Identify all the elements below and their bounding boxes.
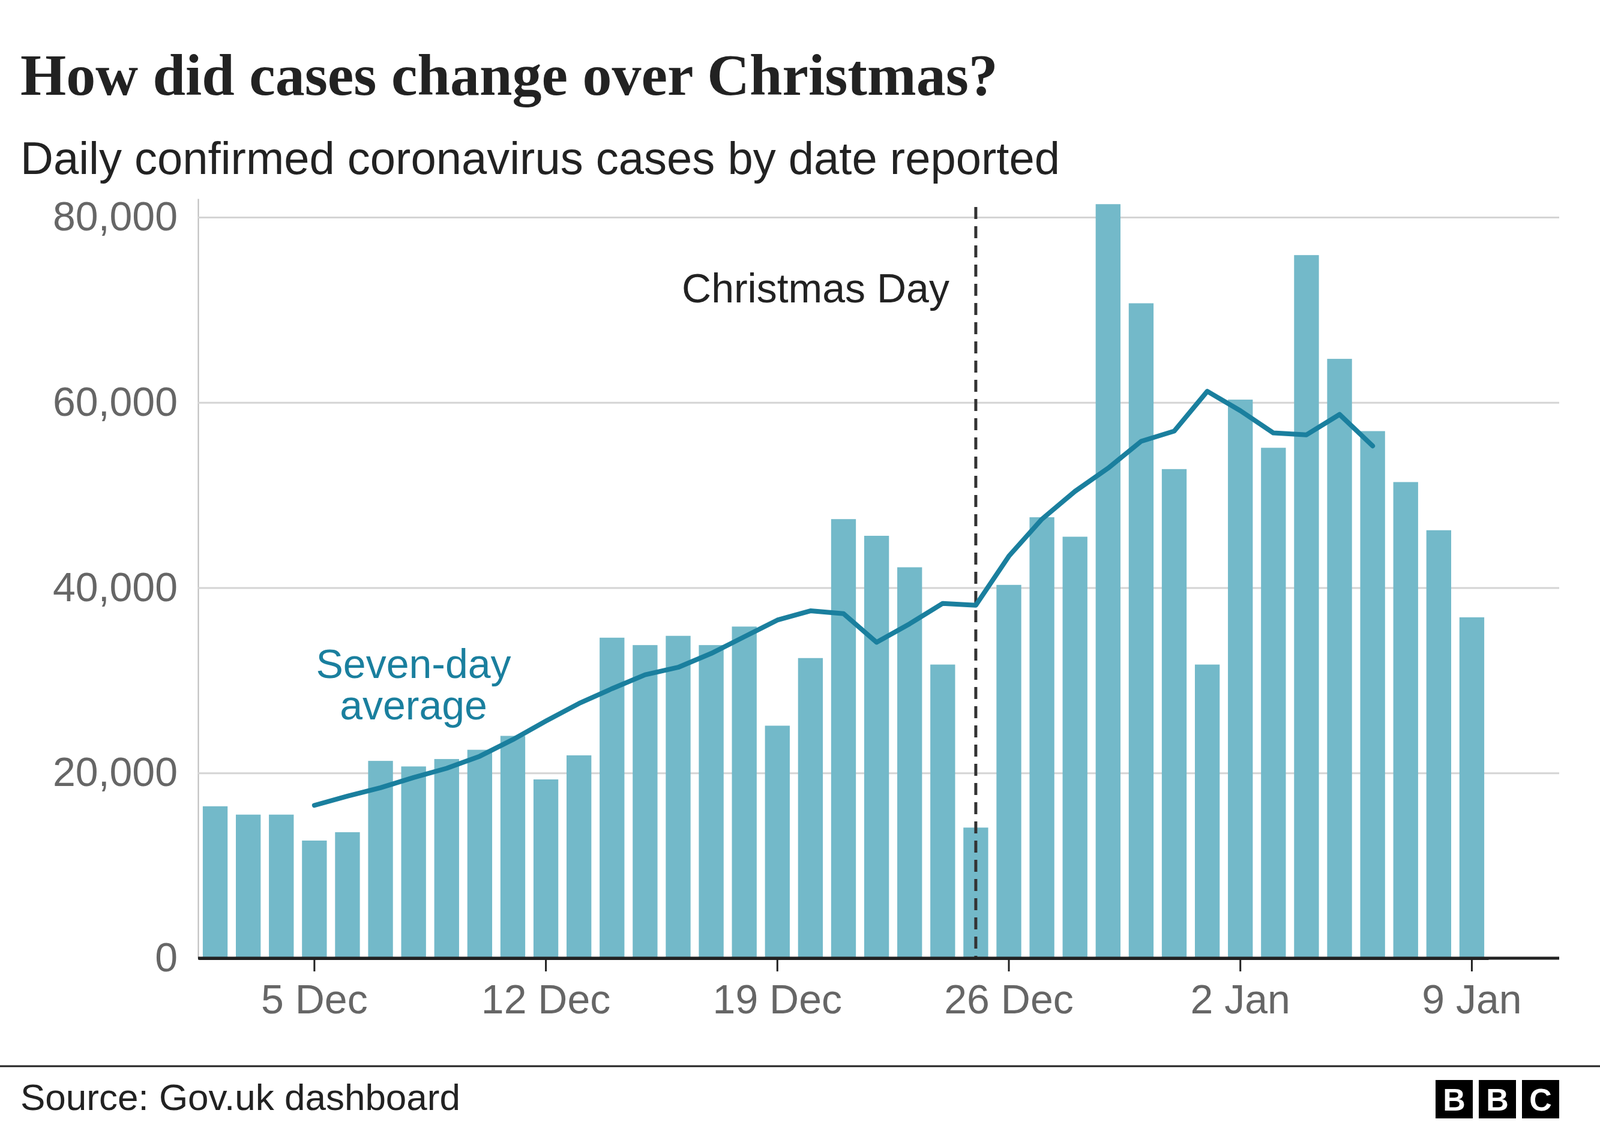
y-tick-label: 60,000 <box>52 378 178 425</box>
x-tick: 2 Jan <box>1190 958 1291 1023</box>
logo-box <box>1478 1080 1516 1119</box>
bar <box>1029 517 1054 959</box>
x-tick-label: 12 Dec <box>481 976 611 1023</box>
bar <box>1359 431 1385 959</box>
x-tick-label: 19 Dec <box>712 976 843 1023</box>
x-tick: 12 Dec <box>481 958 611 1023</box>
baseline <box>198 957 1560 961</box>
grid-line <box>198 402 1560 404</box>
x-tick-label: 9 Jan <box>1421 976 1522 1023</box>
bar <box>665 636 691 959</box>
bar <box>1227 399 1253 959</box>
bar <box>1293 255 1319 959</box>
series-label: Seven-dayaverage <box>315 640 511 728</box>
bar <box>533 779 559 959</box>
bar <box>1426 530 1452 959</box>
x-tick-mark <box>313 958 316 972</box>
y-tick-label: 20,000 <box>52 748 178 795</box>
bar <box>467 750 493 959</box>
x-tick: 26 Dec <box>944 958 1074 1023</box>
x-tick: 9 Jan <box>1421 958 1522 1023</box>
x-tick-mark <box>776 958 779 972</box>
bar <box>334 832 360 959</box>
bar <box>268 815 294 959</box>
chart: How did cases change over Christmas? Dail… <box>0 0 1600 1125</box>
bar <box>301 840 327 959</box>
bar <box>1194 664 1220 959</box>
grid-line <box>198 216 1560 219</box>
bar <box>996 585 1021 959</box>
y-tick: 80,000 <box>52 193 1560 239</box>
bar <box>566 755 592 959</box>
y-tick-label: 0 <box>154 934 178 981</box>
bar <box>401 766 427 959</box>
bar <box>798 658 823 959</box>
annotation-line <box>974 207 978 959</box>
x-tick-label: 5 Dec <box>261 976 368 1023</box>
bar <box>864 535 889 959</box>
bar <box>500 735 526 959</box>
plot-area <box>202 204 1485 959</box>
logo-box <box>1521 1080 1560 1119</box>
x-tick: 19 Dec <box>712 958 843 1023</box>
footer-rule <box>0 1065 1600 1068</box>
y-axis: 0 20,000 40,000 60,000 80,000 <box>52 193 1560 981</box>
bar <box>698 645 724 959</box>
x-tick-mark <box>1470 958 1473 972</box>
annotations: Christmas Day <box>681 207 976 959</box>
x-tick-label: 2 Jan <box>1190 976 1291 1023</box>
source: Source: Gov.uk dashboard <box>20 1076 461 1119</box>
bar <box>732 626 757 959</box>
logo: BBC <box>1435 1080 1560 1119</box>
bar <box>434 759 460 959</box>
bar <box>1062 537 1088 959</box>
x-tick-mark <box>1239 958 1242 972</box>
bar <box>1260 447 1286 959</box>
bar <box>765 725 790 959</box>
bar <box>1128 303 1154 959</box>
bar <box>202 806 228 959</box>
logo-text: BBC <box>1442 1082 1552 1118</box>
grid-line <box>198 957 1560 960</box>
x-axis: 5 Dec 12 Dec 19 Dec 26 Dec 2 Jan 9 Jan <box>199 958 1522 1023</box>
bar <box>235 815 261 959</box>
logo-box <box>1435 1080 1473 1119</box>
x-tick: 5 Dec <box>261 958 368 1023</box>
y-tick-label: 80,000 <box>52 193 178 239</box>
average-line <box>314 391 1373 806</box>
bar <box>1459 617 1485 959</box>
annotation-label: Christmas Day <box>681 265 950 311</box>
bar <box>831 519 856 959</box>
bar <box>1161 469 1187 959</box>
bar <box>1393 481 1419 959</box>
bar <box>1095 204 1121 959</box>
bar <box>632 645 658 959</box>
subtitle: Daily confirmed coronavirus cases by dat… <box>20 132 1060 184</box>
y-axis-line <box>198 199 200 960</box>
x-tick-mark <box>544 958 547 972</box>
bar <box>1326 358 1352 959</box>
x-tick-mark <box>1008 958 1011 972</box>
y-tick-label: 40,000 <box>52 564 178 610</box>
line-layer <box>314 391 1373 806</box>
bar <box>930 664 955 959</box>
title: How did cases change over Christmas? <box>20 42 999 108</box>
x-tick-label: 26 Dec <box>944 976 1074 1023</box>
